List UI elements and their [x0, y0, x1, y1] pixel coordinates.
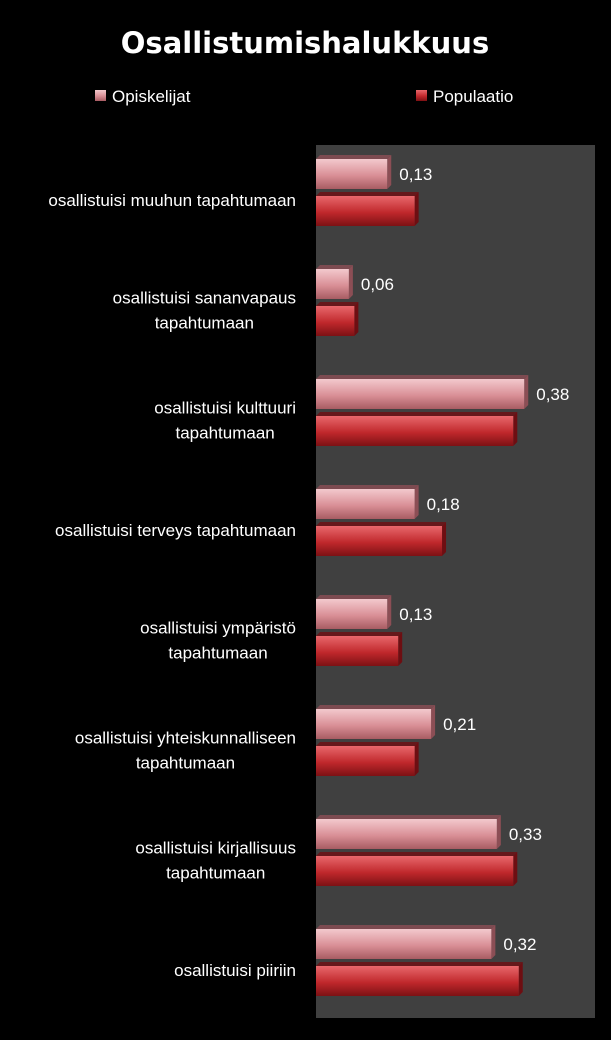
- bar-face: [316, 416, 514, 446]
- bar-face: [316, 379, 525, 409]
- data-label-6: 0,33: [509, 825, 542, 844]
- bar-opiskelijat-3: [316, 485, 419, 519]
- bar-face: [316, 966, 519, 996]
- legend-label: Opiskelijat: [112, 87, 191, 106]
- bar-top: [316, 485, 419, 489]
- data-label-2: 0,38: [536, 385, 569, 404]
- legend: Opiskelijat Populaatio: [95, 87, 513, 106]
- bar-side: [491, 925, 496, 959]
- bar-side: [414, 192, 419, 226]
- bar-top: [316, 742, 419, 746]
- bar-top: [316, 192, 419, 196]
- bar-side: [414, 742, 419, 776]
- bar-side: [442, 522, 447, 556]
- bar-opiskelijat-7: [316, 925, 496, 959]
- bar-top: [316, 412, 518, 416]
- category-label-6: osallistuisi kirjallisuus tapahtumaan: [135, 839, 296, 883]
- data-label-5: 0,21: [443, 715, 476, 734]
- bar-face: [316, 819, 497, 849]
- legend-item-0: Opiskelijat: [95, 87, 191, 106]
- bar-top: [316, 265, 353, 269]
- bar-top: [316, 632, 403, 636]
- bar-face: [316, 929, 492, 959]
- bars: [316, 155, 529, 996]
- bar-face: [316, 599, 388, 629]
- data-label-3: 0,18: [427, 495, 460, 514]
- bar-side: [387, 595, 392, 629]
- bar-populaatio-5: [316, 742, 419, 776]
- bar-side: [387, 155, 392, 189]
- category-label-0: osallistuisi muuhun tapahtumaan: [48, 191, 296, 210]
- category-label-7: osallistuisi piiriin: [174, 961, 296, 980]
- bar-top: [316, 522, 447, 526]
- bar-top: [316, 375, 529, 379]
- bar-populaatio-2: [316, 412, 518, 446]
- bar-populaatio-0: [316, 192, 419, 226]
- bar-opiskelijat-5: [316, 705, 436, 739]
- bar-opiskelijat-6: [316, 815, 501, 849]
- bar-side: [524, 375, 529, 409]
- bar-face: [316, 159, 388, 189]
- bar-side: [398, 632, 403, 666]
- chart-title: Osallistumishalukkuus: [121, 26, 489, 60]
- bar-top: [316, 302, 359, 306]
- bar-opiskelijat-1: [316, 265, 353, 299]
- data-label-7: 0,32: [503, 935, 536, 954]
- bar-populaatio-4: [316, 632, 403, 666]
- data-label-0: 0,13: [399, 165, 432, 184]
- bar-side: [414, 485, 419, 519]
- bar-face: [316, 306, 355, 336]
- bar-face: [316, 196, 415, 226]
- bar-top: [316, 815, 501, 819]
- legend-label: Populaatio: [433, 87, 513, 106]
- legend-swatch: [416, 90, 427, 101]
- bar-face: [316, 856, 514, 886]
- bar-top: [316, 595, 392, 599]
- bar-top: [316, 705, 436, 709]
- bar-face: [316, 526, 443, 556]
- bar-opiskelijat-4: [316, 595, 392, 629]
- category-label-1: osallistuisi sananvapaus tapahtumaan: [113, 289, 296, 333]
- legend-item-1: Populaatio: [416, 87, 513, 106]
- data-label-1: 0,06: [361, 275, 394, 294]
- bar-side: [496, 815, 501, 849]
- bar-top: [316, 925, 496, 929]
- bar-side: [513, 852, 518, 886]
- bar-populaatio-7: [316, 962, 523, 996]
- bar-side: [518, 962, 523, 996]
- bar-populaatio-3: [316, 522, 447, 556]
- bar-opiskelijat-2: [316, 375, 529, 409]
- category-labels: osallistuisi muuhun tapahtumaan osallistu…: [48, 191, 296, 980]
- bar-side: [354, 302, 359, 336]
- bar-top: [316, 962, 523, 966]
- bar-face: [316, 709, 432, 739]
- data-label-4: 0,13: [399, 605, 432, 624]
- bar-side: [431, 705, 436, 739]
- bar-side: [348, 265, 353, 299]
- bar-face: [316, 489, 415, 519]
- value-labels: 0,13 0,06 0,38 0,18 0,13 0,21 0,33 0,32: [361, 165, 569, 954]
- bar-top: [316, 155, 392, 159]
- category-label-4: osallistuisi ympäristö tapahtumaan: [140, 619, 296, 663]
- category-label-2: osallistuisi kulttuuri tapahtumaan: [154, 399, 296, 443]
- bar-side: [513, 412, 518, 446]
- category-label-5: osallistuisi yhteiskunnalliseen tapahtuma…: [75, 729, 296, 773]
- bar-opiskelijat-0: [316, 155, 392, 189]
- bar-populaatio-6: [316, 852, 518, 886]
- legend-swatch: [95, 90, 106, 101]
- bar-face: [316, 636, 399, 666]
- bar-face: [316, 269, 349, 299]
- plot-area: [316, 145, 595, 1018]
- category-label-3: osallistuisi terveys tapahtumaan: [55, 521, 296, 540]
- bar-face: [316, 746, 415, 776]
- bar-top: [316, 852, 518, 856]
- bar-populaatio-1: [316, 302, 359, 336]
